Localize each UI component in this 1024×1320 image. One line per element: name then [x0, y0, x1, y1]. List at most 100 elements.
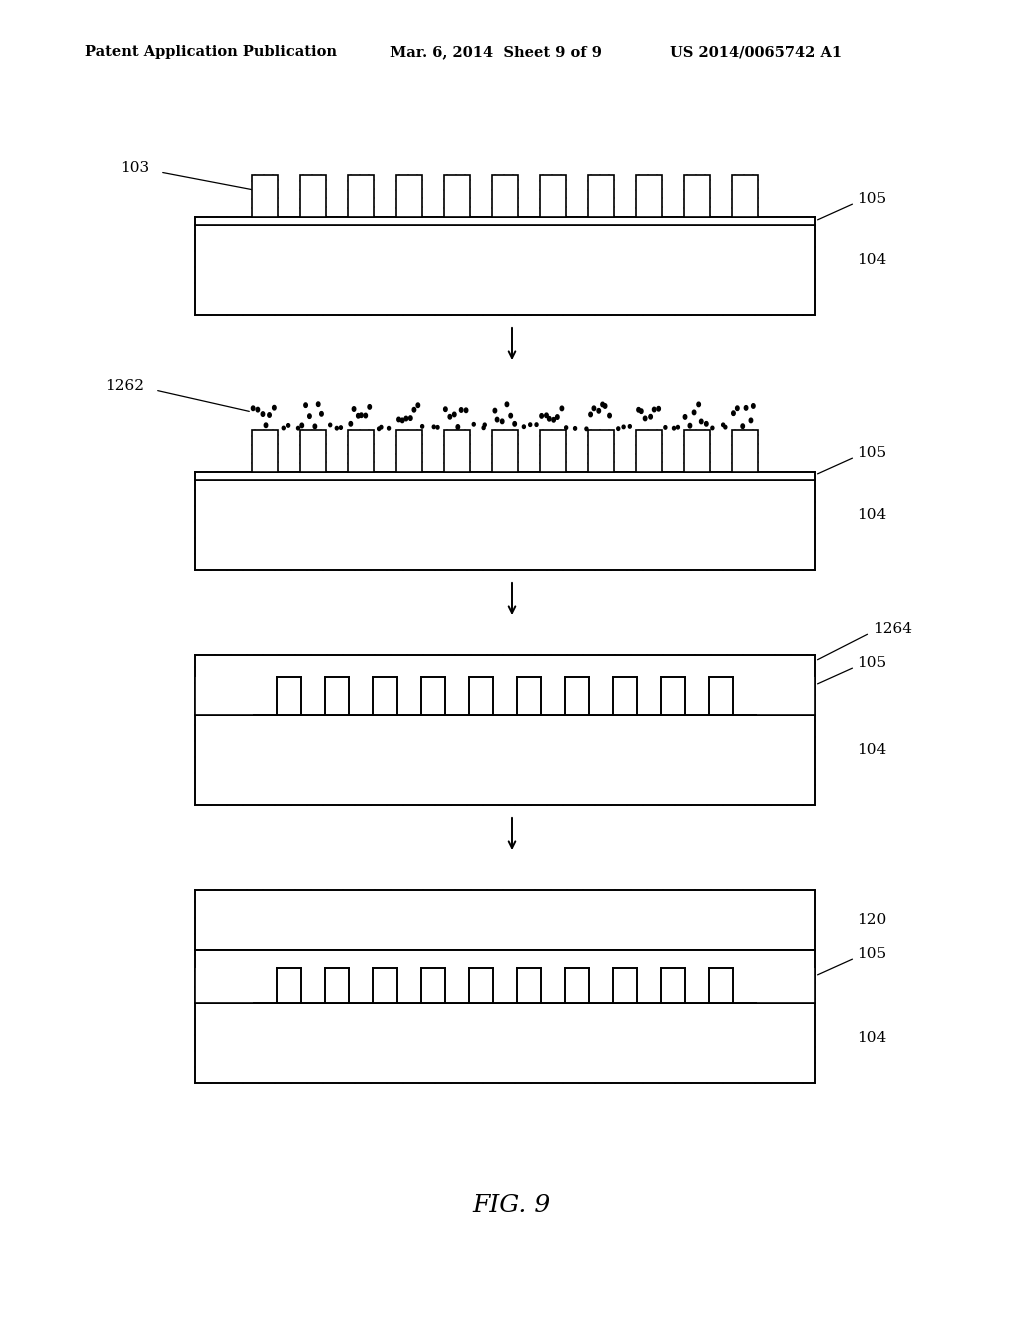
Bar	[373, 968, 397, 1003]
Ellipse shape	[456, 425, 460, 429]
Ellipse shape	[283, 426, 286, 430]
Text: 120: 120	[857, 913, 886, 927]
Ellipse shape	[509, 413, 512, 418]
Bar	[195, 677, 253, 715]
Bar	[348, 430, 374, 473]
Ellipse shape	[501, 420, 504, 424]
Bar	[565, 677, 589, 715]
Ellipse shape	[472, 422, 475, 426]
Bar	[662, 968, 685, 1003]
Ellipse shape	[528, 422, 531, 426]
Ellipse shape	[307, 414, 311, 418]
Ellipse shape	[722, 424, 725, 426]
Ellipse shape	[752, 404, 755, 408]
Ellipse shape	[744, 405, 748, 411]
Ellipse shape	[623, 425, 625, 429]
Ellipse shape	[556, 414, 559, 420]
Ellipse shape	[564, 426, 567, 429]
Text: 1264: 1264	[873, 622, 912, 636]
Ellipse shape	[449, 414, 452, 418]
Bar	[325, 968, 349, 1003]
Text: 1262: 1262	[105, 379, 144, 393]
Ellipse shape	[436, 425, 439, 429]
Ellipse shape	[319, 412, 324, 416]
Ellipse shape	[482, 426, 485, 429]
Text: US 2014/0065742 A1: US 2014/0065742 A1	[670, 45, 842, 59]
Text: Mar. 6, 2014  Sheet 9 of 9: Mar. 6, 2014 Sheet 9 of 9	[390, 45, 602, 59]
Ellipse shape	[453, 412, 456, 417]
Ellipse shape	[601, 403, 604, 407]
Ellipse shape	[256, 408, 260, 412]
Ellipse shape	[548, 417, 551, 421]
Ellipse shape	[545, 413, 548, 417]
Bar	[252, 430, 278, 473]
Ellipse shape	[432, 425, 435, 429]
Bar	[588, 176, 614, 216]
Bar	[252, 176, 278, 216]
Bar	[492, 176, 518, 216]
Ellipse shape	[677, 425, 679, 429]
Bar	[300, 430, 326, 473]
Text: Patent Application Publication: Patent Application Publication	[85, 45, 337, 59]
Ellipse shape	[335, 426, 338, 430]
Ellipse shape	[313, 424, 316, 429]
Ellipse shape	[585, 428, 588, 430]
Bar	[300, 176, 326, 216]
Bar	[373, 677, 397, 715]
Ellipse shape	[404, 416, 408, 421]
Ellipse shape	[287, 424, 290, 428]
Ellipse shape	[261, 412, 265, 416]
Ellipse shape	[352, 407, 355, 412]
Ellipse shape	[724, 425, 727, 429]
Ellipse shape	[400, 418, 403, 422]
Bar	[636, 176, 662, 216]
Text: 105: 105	[857, 656, 886, 671]
Ellipse shape	[387, 426, 390, 430]
Text: 104: 104	[857, 743, 886, 756]
Bar	[517, 968, 541, 1003]
Ellipse shape	[732, 411, 735, 416]
Ellipse shape	[368, 405, 372, 409]
Bar	[195, 968, 253, 1003]
Ellipse shape	[513, 421, 516, 426]
Text: 105: 105	[857, 946, 886, 961]
Ellipse shape	[735, 407, 739, 411]
Ellipse shape	[339, 426, 342, 429]
Ellipse shape	[711, 426, 714, 430]
Bar	[613, 968, 637, 1003]
Text: FIG. 9: FIG. 9	[473, 1193, 551, 1217]
Text: 104: 104	[857, 253, 886, 267]
Ellipse shape	[494, 408, 497, 413]
Bar	[396, 176, 422, 216]
Ellipse shape	[640, 409, 643, 413]
Bar	[757, 677, 815, 715]
Bar	[588, 430, 614, 473]
Ellipse shape	[688, 424, 691, 428]
Ellipse shape	[643, 416, 647, 421]
Bar	[195, 715, 815, 805]
Ellipse shape	[496, 417, 499, 422]
Ellipse shape	[673, 426, 676, 430]
Ellipse shape	[540, 413, 544, 418]
Bar	[613, 677, 637, 715]
Ellipse shape	[560, 407, 563, 411]
Bar	[195, 1003, 815, 1082]
Ellipse shape	[697, 403, 700, 407]
Bar	[278, 677, 301, 715]
Ellipse shape	[443, 407, 447, 412]
Bar	[684, 430, 710, 473]
Ellipse shape	[364, 413, 368, 418]
Bar	[732, 430, 758, 473]
Ellipse shape	[699, 420, 703, 424]
Ellipse shape	[505, 403, 509, 407]
Ellipse shape	[413, 408, 416, 412]
Ellipse shape	[608, 413, 611, 418]
Ellipse shape	[637, 408, 640, 412]
Text: 104: 104	[857, 508, 886, 521]
Ellipse shape	[378, 428, 381, 430]
Ellipse shape	[656, 407, 660, 411]
Bar	[421, 968, 445, 1003]
Ellipse shape	[629, 425, 632, 428]
Ellipse shape	[705, 421, 708, 426]
Ellipse shape	[552, 417, 555, 422]
